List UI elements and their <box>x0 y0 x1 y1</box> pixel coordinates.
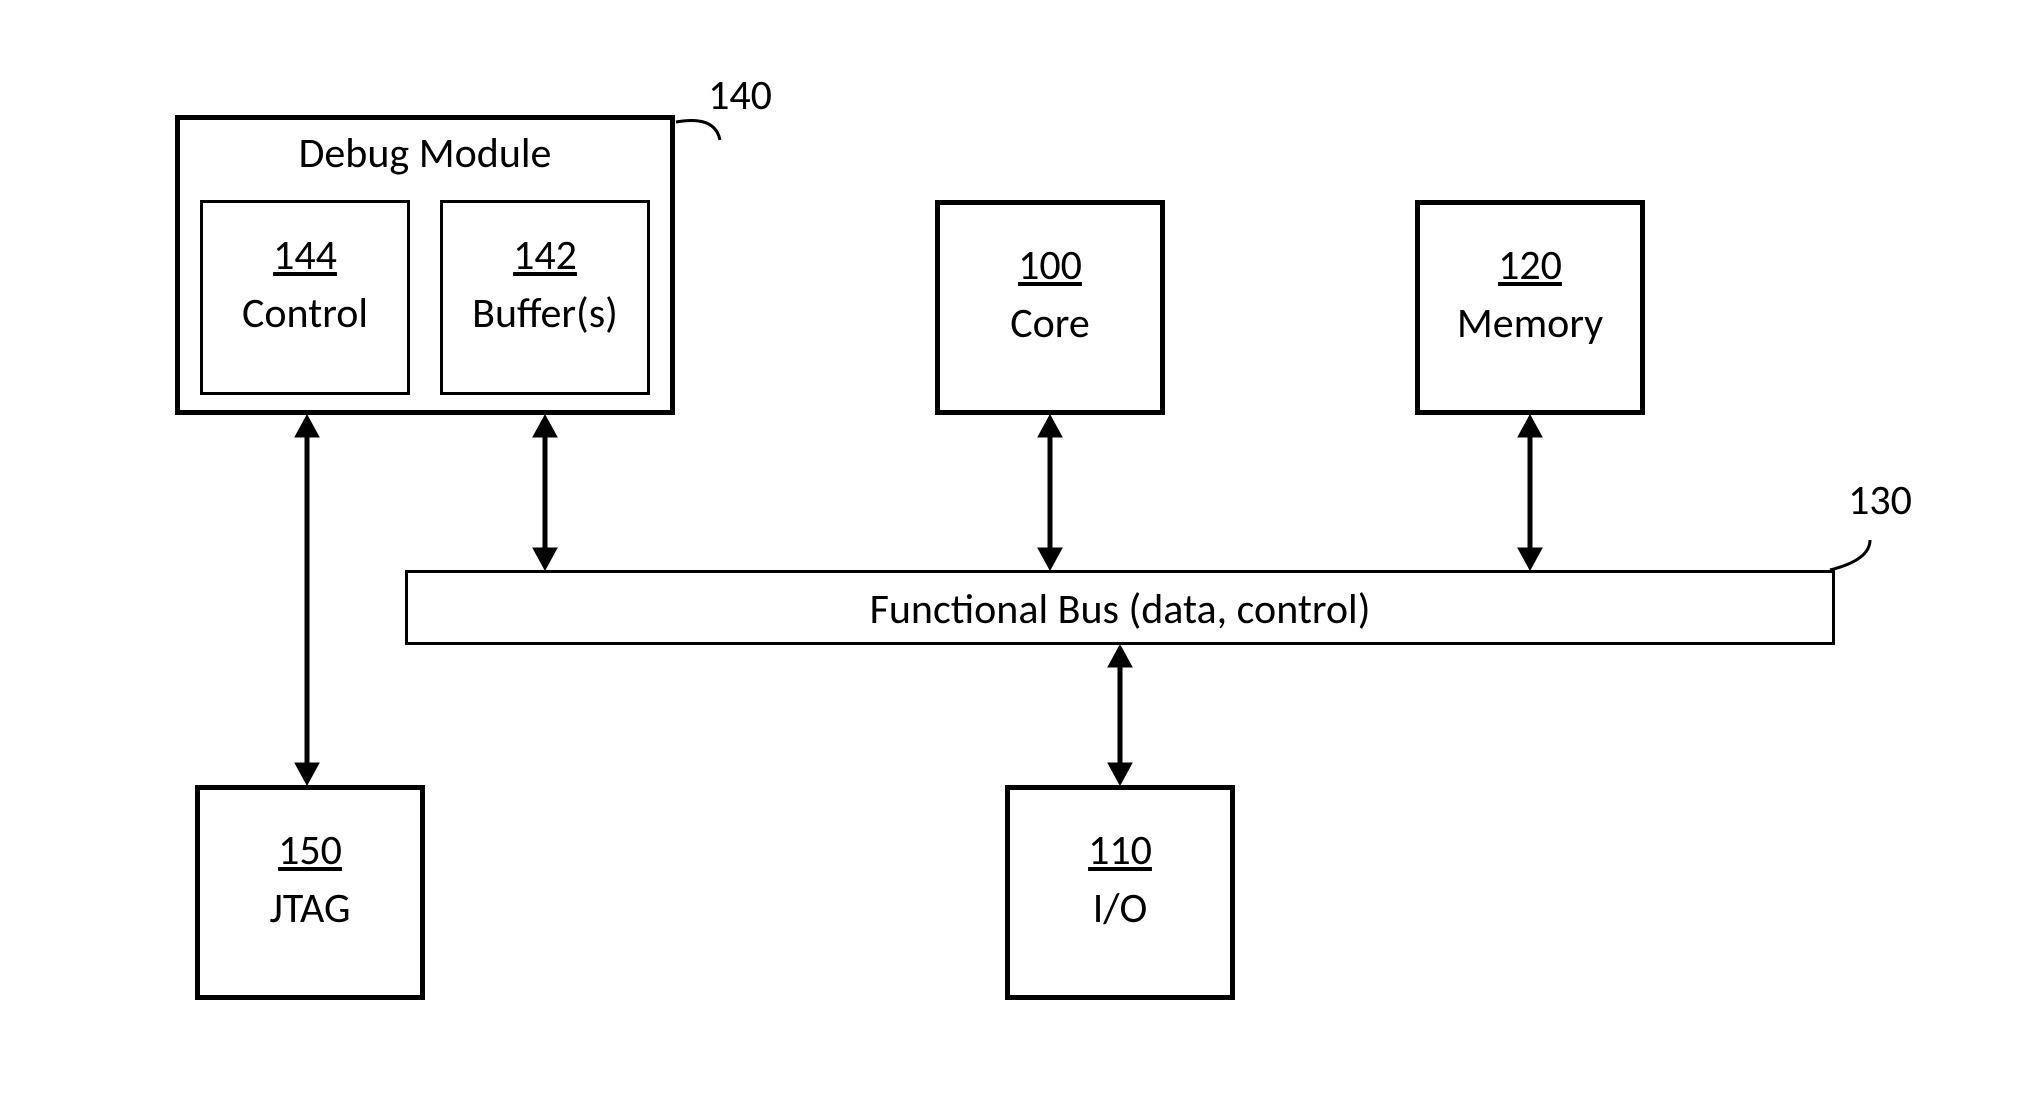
debug-module-ref: 140 <box>700 70 780 121</box>
buffers-label: Buffer(s) <box>440 288 650 339</box>
jtag-ref: 150 <box>195 825 425 876</box>
debug-module-callout <box>676 120 720 140</box>
core-to-bus-arrowhead-up <box>1038 415 1062 437</box>
bus-callout <box>1830 540 1870 570</box>
debug-to-jtag-arrowhead-down <box>295 763 319 785</box>
io-ref: 110 <box>1005 825 1235 876</box>
io-label: I/O <box>1005 883 1235 934</box>
buffers-to-bus-arrowhead-up <box>533 415 557 437</box>
core-ref: 100 <box>935 240 1165 291</box>
memory-ref: 120 <box>1415 240 1645 291</box>
buffers-ref: 142 <box>440 230 650 281</box>
memory-to-bus-arrowhead-up <box>1518 415 1542 437</box>
buffers-to-bus-arrowhead-down <box>533 548 557 570</box>
core-label: Core <box>935 298 1165 349</box>
bus-to-io-arrowhead-down <box>1108 763 1132 785</box>
bus-to-io-arrowhead-up <box>1108 645 1132 667</box>
debug-to-jtag-arrowhead-up <box>295 415 319 437</box>
debug-module-title: Debug Module <box>175 128 675 179</box>
bus-label: Functional Bus (data, control) <box>405 584 1835 635</box>
control-label: Control <box>200 288 410 339</box>
bus-ref: 130 <box>1840 475 1920 526</box>
memory-to-bus-arrowhead-down <box>1518 548 1542 570</box>
core-to-bus-arrowhead-down <box>1038 548 1062 570</box>
memory-label: Memory <box>1415 298 1645 349</box>
control-ref: 144 <box>200 230 410 281</box>
jtag-label: JTAG <box>195 883 425 934</box>
